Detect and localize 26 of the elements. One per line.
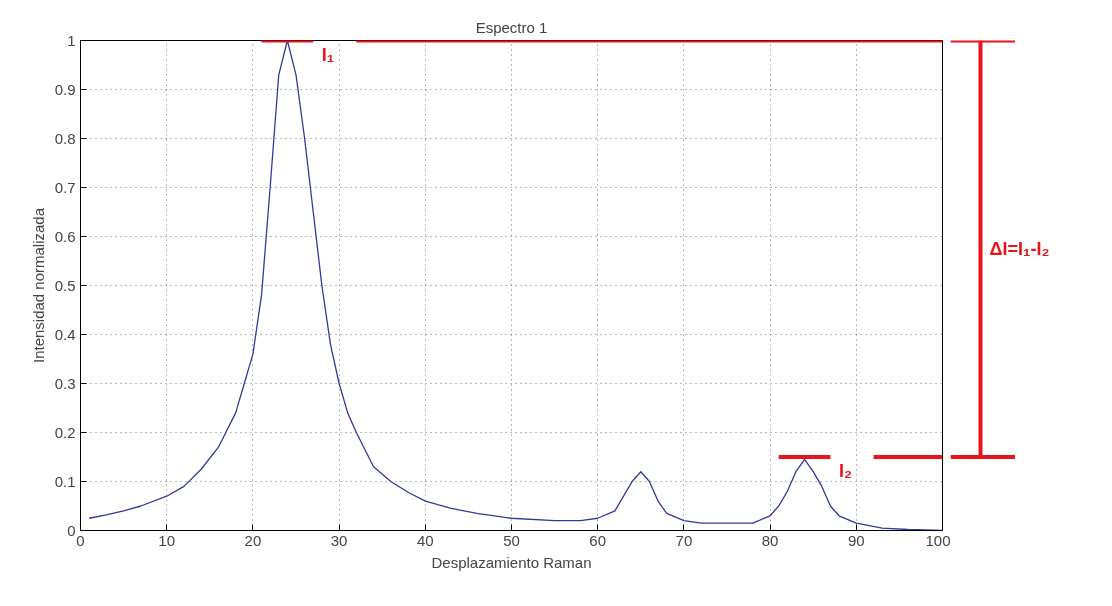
y-axis-title: Intensidad normalizada: [29, 207, 47, 364]
annotation: I₂: [839, 461, 853, 481]
x-tick-label: 100: [925, 531, 951, 549]
x-tick-label: 80: [761, 531, 779, 549]
y-tick-label: 0.3: [54, 374, 76, 392]
x-tick-label: 60: [589, 531, 607, 549]
text: ΔI=I₁-I₂: [989, 238, 1050, 259]
y-tick-label: 0.4: [54, 325, 76, 343]
annotation: I₁: [321, 44, 335, 65]
y-tick-label: 0.9: [54, 80, 76, 98]
y-tick-label: 0.8: [54, 129, 76, 147]
x-axis-title: Desplazamiento Raman: [431, 553, 592, 571]
x-tick-label: 10: [158, 531, 176, 549]
y-tick-label: 0.6: [54, 227, 76, 245]
x-tick-label: 40: [416, 531, 434, 549]
y-tick-label: 0.5: [54, 276, 76, 294]
x-tick-label: 90: [847, 531, 865, 549]
y-tick-label: 0.2: [54, 423, 76, 441]
y-tick-label: 1: [67, 31, 76, 49]
y-tick-label: 0.7: [54, 178, 76, 196]
chart-title: Espectro 1: [475, 18, 548, 36]
x-tick-label: 30: [330, 531, 348, 549]
x-tick-label: 20: [244, 531, 262, 549]
y-tick-label: 0.1: [54, 472, 76, 490]
x-tick-label: 50: [503, 531, 520, 549]
x-tick-label: 70: [675, 531, 693, 549]
